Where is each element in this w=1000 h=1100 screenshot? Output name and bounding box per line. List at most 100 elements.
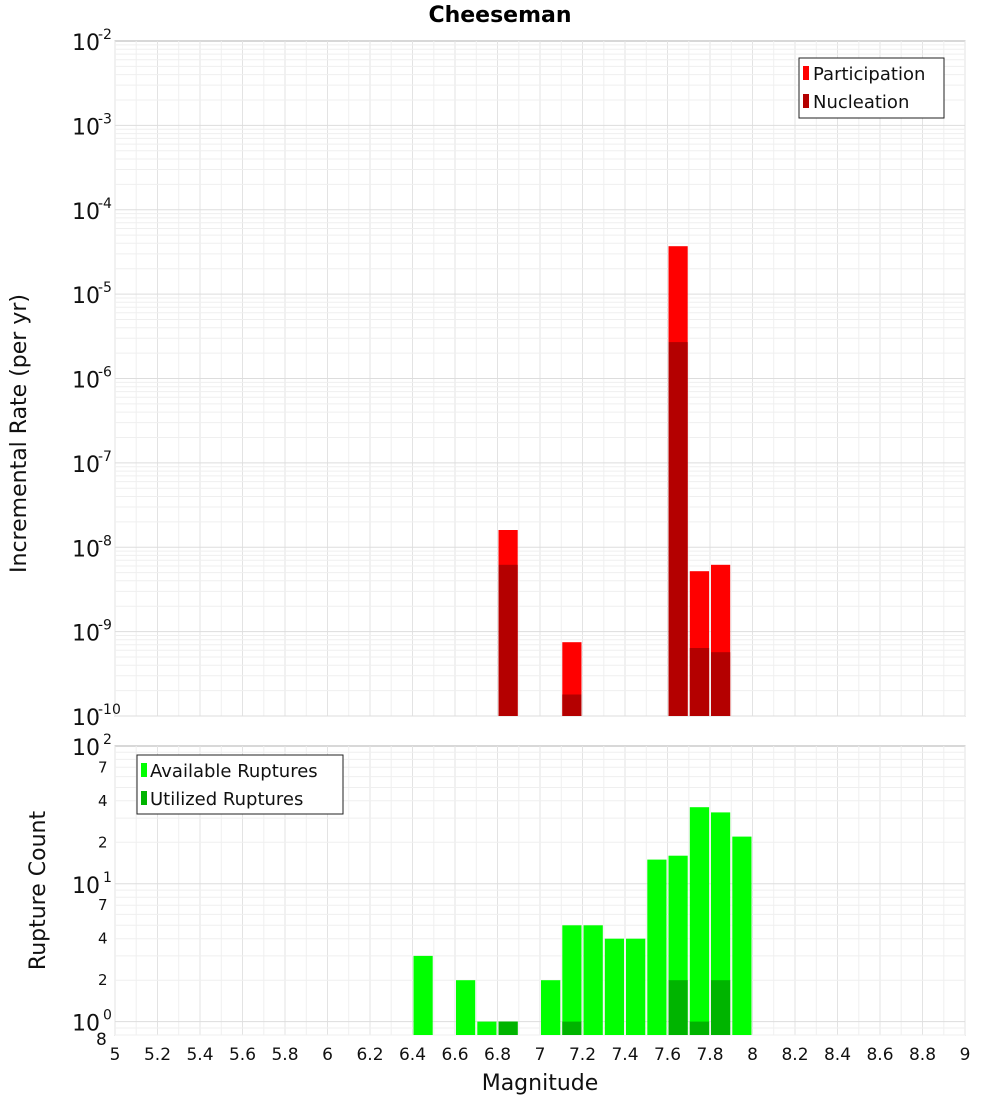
x-tick-label: 5.4: [186, 1045, 213, 1065]
top-y-tick-base: 10: [72, 369, 100, 394]
x-tick-label: 8: [747, 1045, 758, 1065]
top-legend: Participation Nucleation: [798, 57, 945, 119]
top-y-tick-base: 10: [72, 537, 100, 562]
bottom-y-tick-base: 10: [72, 1012, 100, 1037]
bottom-y-minor-tick: 4: [98, 792, 108, 810]
legend-swatch-available: [141, 763, 147, 777]
bar-nucleation: [711, 652, 731, 716]
x-tick-label: 7.8: [696, 1045, 723, 1065]
bar-utilized: [498, 1021, 518, 1035]
top-y-tick-exp: -5: [98, 280, 112, 296]
top-panel: 10-210-310-410-510-610-710-810-910-10 In…: [7, 27, 966, 731]
bar-available: [583, 925, 603, 1035]
bottom-legend: Available Ruptures Utilized Ruptures: [136, 754, 344, 815]
bottom-y-axis-label: Rupture Count: [26, 811, 51, 971]
top-y-axis-label: Incremental Rate (per yr): [7, 294, 32, 573]
x-tick-label: 5.6: [229, 1045, 256, 1065]
bottom-y-minor-tick: 4: [98, 930, 108, 948]
bar-available: [711, 812, 731, 1035]
top-y-tick-base: 10: [72, 115, 100, 140]
x-tick-label: 6: [322, 1045, 333, 1065]
bar-nucleation: [689, 648, 710, 716]
bottom-y-tick-exp: 2: [103, 732, 112, 748]
legend-label-utilized: Utilized Ruptures: [150, 789, 303, 810]
x-tick-label: 6.2: [356, 1045, 383, 1065]
bar-available: [604, 938, 624, 1035]
bar-utilized: [668, 980, 688, 1035]
bottom-y-tick-exp: 0: [103, 1008, 112, 1024]
x-tick-label: 6.4: [399, 1045, 426, 1065]
bar-available: [541, 980, 561, 1035]
bottom-y-tick-base: 10: [72, 874, 100, 899]
x-tick-label: 5.8: [271, 1045, 298, 1065]
x-tick-label: 7.6: [654, 1045, 681, 1065]
top-y-tick-exp: -7: [98, 449, 112, 465]
bar-available: [562, 925, 582, 1035]
x-tick-label: 6.8: [484, 1045, 511, 1065]
bar-available: [413, 955, 433, 1035]
top-y-tick-base: 10: [72, 453, 100, 478]
bar-utilized: [689, 1021, 710, 1035]
top-y-tick-exp: -8: [98, 533, 112, 549]
top-y-tick-exp: -3: [98, 111, 112, 127]
top-gridlines: [114, 41, 966, 717]
x-tick-label: 8.6: [866, 1045, 893, 1065]
top-y-tick-base: 10: [72, 284, 100, 309]
bar-available: [456, 980, 476, 1035]
bar-available: [647, 859, 667, 1035]
bar-nucleation: [498, 564, 518, 716]
bar-available: [626, 938, 646, 1035]
bottom-y-tick-base: 10: [72, 736, 100, 761]
top-bars: [498, 246, 731, 716]
legend-label-available: Available Ruptures: [150, 761, 318, 782]
x-tick-label: 7.4: [611, 1045, 638, 1065]
bar-utilized: [711, 980, 731, 1035]
bottom-y-tick-exp: 1: [103, 870, 112, 886]
bottom-y-minor-tick: 2: [98, 833, 108, 851]
bottom-gridlines: [114, 746, 966, 1036]
bar-nucleation: [668, 342, 688, 716]
bottom-legend-box: [136, 754, 344, 815]
legend-label-nucleation: Nucleation: [813, 92, 909, 113]
chart-title: Cheeseman: [428, 3, 571, 28]
legend-label-participation: Participation: [813, 64, 925, 85]
bar-nucleation: [562, 694, 582, 716]
legend-swatch-participation: [803, 66, 809, 80]
x-tick-label: 5.2: [144, 1045, 171, 1065]
x-tick-label: 7.2: [569, 1045, 596, 1065]
top-y-tick-exp: -2: [98, 27, 112, 43]
x-ticks: 5 5.2 5.4 5.6 5.8 6 6.2 6.4 6.6 6.8 7 7.2 7.4 7.6 7.8 8…: [110, 1045, 971, 1065]
bottom-y-minor-tick: 2: [98, 971, 108, 989]
legend-swatch-nucleation: [803, 94, 809, 108]
top-y-ticks: 10-210-310-410-510-610-710-810-910-10: [72, 27, 121, 731]
x-tick-label: 8.2: [781, 1045, 808, 1065]
x-tick-label: 9: [960, 1045, 971, 1065]
bottom-y-minor-tick: 7: [98, 896, 108, 914]
legend-swatch-utilized: [141, 791, 147, 805]
top-y-tick-base: 10: [72, 200, 100, 225]
bar-available: [689, 807, 710, 1035]
top-legend-box: [798, 57, 945, 119]
bottom-y-minor-tick: 7: [98, 758, 108, 776]
x-tick-label: 7: [535, 1045, 546, 1065]
x-tick-label: 8.4: [824, 1045, 851, 1065]
top-y-tick-exp: -6: [98, 365, 112, 381]
x-tick-label: 5: [110, 1045, 121, 1065]
x-tick-label: 6.6: [441, 1045, 468, 1065]
top-y-tick-exp: -10: [98, 702, 121, 718]
bottom-bars: [413, 807, 752, 1035]
bottom-y-minor-tick: 8: [96, 1030, 107, 1050]
top-y-tick-base: 10: [72, 706, 100, 731]
bar-utilized: [562, 1021, 582, 1035]
top-y-tick-exp: -4: [98, 196, 112, 212]
top-y-tick-base: 10: [72, 622, 100, 647]
x-tick-label: 8.8: [909, 1045, 936, 1065]
bar-available: [477, 1021, 497, 1035]
top-y-tick-base: 10: [72, 31, 100, 56]
top-y-tick-exp: -9: [98, 618, 112, 634]
bar-available: [732, 836, 752, 1035]
x-axis-label: Magnitude: [482, 1071, 599, 1096]
